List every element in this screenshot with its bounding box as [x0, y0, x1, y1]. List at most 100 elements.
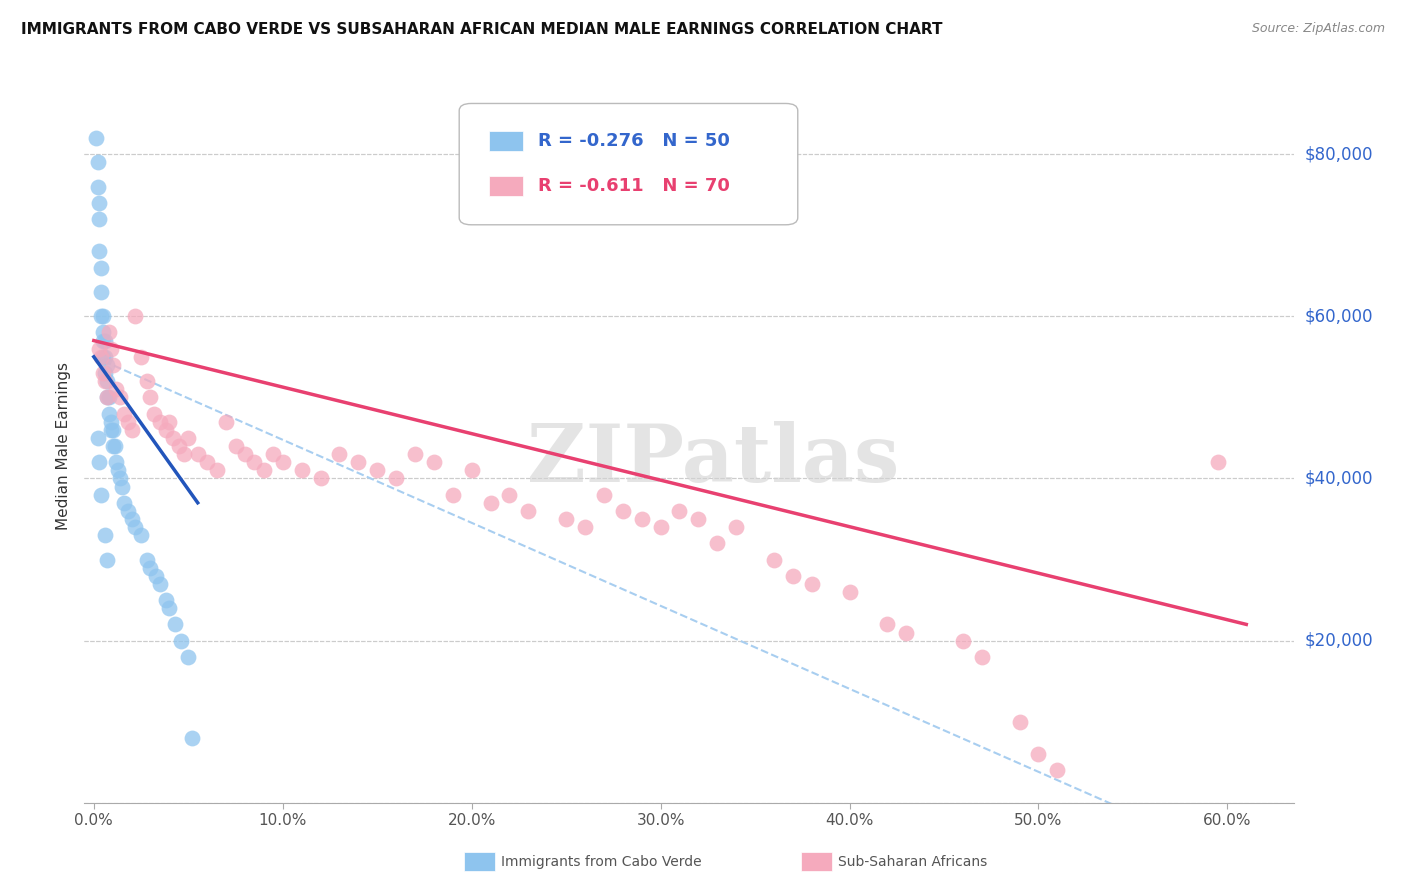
Point: [90, 285, 112, 299]
Point: [129, 350, 152, 364]
Point: [91, 334, 114, 348]
Point: [143, 407, 166, 421]
Point: [101, 439, 124, 453]
Point: [89, 342, 111, 356]
Point: [187, 447, 209, 461]
Point: [163, 617, 186, 632]
Point: [145, 568, 167, 582]
Point: [86, 431, 108, 445]
Point: [100, 342, 122, 356]
Point: [111, 479, 134, 493]
Point: [105, 382, 128, 396]
Y-axis label: Median Male Earnings: Median Male Earnings: [56, 362, 72, 530]
Bar: [489, 130, 523, 151]
Point: [876, 617, 898, 632]
Point: [91, 326, 114, 340]
Point: [593, 488, 616, 502]
Point: [225, 439, 247, 453]
Point: [385, 471, 408, 485]
Text: $40,000: $40,000: [1305, 469, 1374, 487]
Point: [479, 496, 502, 510]
Point: [1206, 455, 1229, 469]
Point: [90, 310, 112, 324]
Point: [96, 390, 118, 404]
Point: [96, 358, 118, 372]
Point: [441, 488, 464, 502]
Point: [86, 179, 108, 194]
Point: [155, 593, 177, 607]
Point: [86, 155, 108, 169]
Point: [89, 244, 111, 259]
Point: [271, 455, 294, 469]
Point: [177, 649, 200, 664]
Point: [117, 504, 139, 518]
Point: [725, 520, 748, 534]
Point: [498, 488, 520, 502]
Point: [101, 423, 124, 437]
Point: [149, 577, 172, 591]
Point: [96, 390, 118, 404]
Point: [110, 471, 132, 485]
Point: [782, 568, 804, 582]
Point: [90, 488, 112, 502]
Point: [309, 471, 332, 485]
Text: Source: ZipAtlas.com: Source: ZipAtlas.com: [1251, 22, 1385, 36]
Point: [574, 520, 596, 534]
Point: [97, 390, 120, 404]
Point: [157, 415, 180, 429]
Point: [1008, 714, 1031, 729]
Point: [104, 439, 127, 453]
Point: [404, 447, 426, 461]
Point: [94, 528, 117, 542]
Point: [117, 415, 139, 429]
Point: [838, 585, 860, 599]
Point: [101, 358, 124, 372]
Point: [135, 374, 157, 388]
Point: [181, 731, 204, 745]
Point: [89, 195, 111, 210]
Point: [112, 496, 135, 510]
Point: [139, 560, 162, 574]
Point: [630, 512, 652, 526]
Point: [706, 536, 728, 550]
Point: [896, 625, 918, 640]
Point: [91, 366, 114, 380]
Point: [243, 455, 266, 469]
Text: $20,000: $20,000: [1305, 632, 1374, 649]
Point: [97, 326, 120, 340]
Point: [100, 423, 122, 437]
Point: [555, 512, 578, 526]
Point: [84, 131, 107, 145]
Point: [328, 447, 350, 461]
Point: [262, 447, 284, 461]
Point: [170, 633, 193, 648]
Point: [139, 390, 162, 404]
Point: [423, 455, 446, 469]
Point: [90, 260, 112, 275]
Point: [112, 407, 135, 421]
FancyBboxPatch shape: [460, 103, 797, 225]
Text: $80,000: $80,000: [1305, 145, 1374, 163]
Point: [94, 350, 117, 364]
Point: [149, 415, 172, 429]
Bar: [489, 176, 523, 195]
Point: [347, 455, 370, 469]
Point: [94, 334, 117, 348]
Point: [96, 552, 118, 566]
Point: [129, 528, 152, 542]
Text: Sub-Saharan Africans: Sub-Saharan Africans: [838, 855, 987, 869]
Text: ZIPatlas: ZIPatlas: [527, 421, 900, 500]
Point: [91, 310, 114, 324]
Point: [90, 350, 112, 364]
Point: [110, 390, 132, 404]
Point: [952, 633, 974, 648]
Point: [762, 552, 785, 566]
Point: [94, 366, 117, 380]
Point: [1028, 747, 1050, 761]
Point: [517, 504, 540, 518]
Text: R = -0.276   N = 50: R = -0.276 N = 50: [538, 132, 730, 150]
Point: [233, 447, 256, 461]
Point: [612, 504, 634, 518]
Point: [105, 455, 128, 469]
Point: [205, 463, 228, 477]
